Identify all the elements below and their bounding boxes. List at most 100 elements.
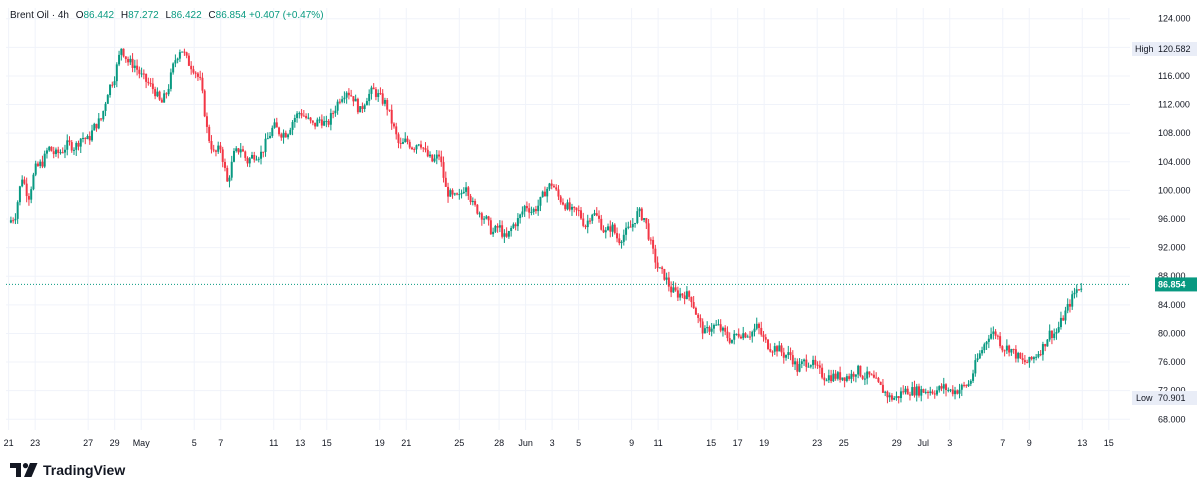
candle-body bbox=[104, 103, 107, 111]
candle-body bbox=[12, 220, 15, 222]
candle-body bbox=[172, 63, 175, 73]
candle-body bbox=[413, 149, 416, 151]
candle-body bbox=[458, 194, 461, 196]
candle-body bbox=[710, 328, 713, 332]
candle-body bbox=[365, 101, 368, 106]
candle-body bbox=[232, 150, 235, 162]
candle-body bbox=[309, 117, 312, 121]
candle-body bbox=[728, 338, 731, 343]
candle-body bbox=[796, 361, 799, 372]
candle-body bbox=[469, 195, 472, 203]
candle-body bbox=[289, 129, 292, 135]
symbol-name[interactable]: Brent Oil bbox=[10, 10, 49, 21]
x-tick-label: 15 bbox=[1104, 438, 1114, 448]
x-tick-label: 23 bbox=[30, 438, 40, 448]
candle-body bbox=[589, 220, 592, 222]
candle-body bbox=[602, 229, 605, 233]
candle-body bbox=[737, 333, 740, 337]
candle-body bbox=[604, 230, 607, 233]
candle-body bbox=[537, 205, 540, 212]
candle-body bbox=[780, 345, 783, 353]
candle-body bbox=[911, 387, 914, 396]
interval-label[interactable]: 4h bbox=[57, 10, 69, 21]
x-tick-label: 19 bbox=[375, 438, 385, 448]
candle-body bbox=[719, 324, 722, 331]
candle-body bbox=[755, 323, 758, 329]
candle-body bbox=[465, 187, 468, 192]
candle-body bbox=[370, 87, 373, 94]
candle-body bbox=[618, 238, 621, 244]
candle-body bbox=[133, 65, 136, 68]
candle-body bbox=[498, 225, 501, 228]
candle-body bbox=[68, 140, 71, 143]
candle-body bbox=[449, 190, 452, 197]
candle-body bbox=[320, 119, 323, 126]
candle-body bbox=[963, 384, 966, 386]
candle-body bbox=[913, 387, 916, 396]
candle-body bbox=[293, 117, 296, 123]
candle-body bbox=[190, 65, 193, 70]
candle-body bbox=[879, 381, 882, 385]
candle-body bbox=[228, 177, 231, 182]
candle-body bbox=[291, 122, 294, 130]
candle-body bbox=[433, 158, 436, 162]
candle-body bbox=[519, 214, 522, 219]
time-axis[interactable]: 21 23 27 29 May 5 7 11 13 15 19 21 25 28 Jun 3 5 9 11 15 17 1… bbox=[4, 438, 1114, 448]
candle-body bbox=[735, 333, 738, 335]
candle-body bbox=[926, 391, 929, 393]
candle-body bbox=[897, 396, 900, 399]
candle-body bbox=[219, 145, 222, 150]
candle-body bbox=[577, 210, 580, 212]
high-value: 120.582 bbox=[1155, 42, 1197, 56]
candle-body bbox=[417, 144, 420, 146]
candle-body bbox=[843, 377, 846, 381]
candle-body bbox=[663, 268, 666, 280]
candle-body bbox=[816, 364, 819, 366]
candle-body bbox=[406, 138, 409, 142]
open-value: 86.442 bbox=[83, 10, 115, 21]
candle-body bbox=[965, 385, 968, 387]
candle-body bbox=[451, 190, 454, 195]
candle-body bbox=[769, 348, 772, 352]
candle-body bbox=[762, 334, 765, 338]
candle-body bbox=[859, 365, 862, 377]
candle-body bbox=[532, 209, 535, 212]
candle-body bbox=[1044, 344, 1047, 347]
candle-body bbox=[27, 196, 30, 200]
candle-body bbox=[1050, 330, 1053, 338]
candle-body bbox=[872, 374, 875, 378]
candle-body bbox=[176, 58, 179, 61]
high-marker-value: 120.582 bbox=[1158, 44, 1191, 54]
candle-body bbox=[361, 106, 364, 110]
candle-body bbox=[929, 391, 932, 393]
candle-body bbox=[185, 52, 188, 56]
candle-body bbox=[652, 239, 655, 249]
change-value: +0.407 (+0.47%) bbox=[249, 10, 324, 21]
candle-body bbox=[803, 359, 806, 362]
y-tick-label: 88.000 bbox=[1158, 271, 1186, 281]
candle-body bbox=[9, 220, 12, 223]
x-tick-label: 23 bbox=[812, 438, 822, 448]
candle-body bbox=[645, 218, 648, 224]
price-axis[interactable]: 124.000120.000116.000112.000108.000104.0… bbox=[1158, 14, 1191, 425]
candle-body bbox=[758, 323, 761, 328]
low-marker: Low bbox=[1132, 391, 1162, 405]
candle-body bbox=[266, 138, 269, 140]
candle-body bbox=[196, 73, 199, 77]
candle-body bbox=[415, 145, 418, 150]
candle-body bbox=[868, 371, 871, 375]
candle-body bbox=[79, 138, 82, 147]
candle-body bbox=[352, 96, 355, 102]
candle-body bbox=[334, 110, 337, 114]
candle-body bbox=[284, 132, 287, 138]
candle-body bbox=[381, 93, 384, 104]
candle-body bbox=[93, 123, 96, 131]
y-tick-label: 96.000 bbox=[1158, 214, 1186, 224]
candle-body bbox=[649, 239, 652, 241]
candle-body bbox=[280, 134, 283, 138]
candle-body bbox=[52, 151, 55, 155]
low-value-legend: 86.422 bbox=[171, 10, 202, 21]
tradingview-brand[interactable]: TradingView bbox=[10, 462, 125, 478]
candle-body bbox=[559, 196, 562, 203]
